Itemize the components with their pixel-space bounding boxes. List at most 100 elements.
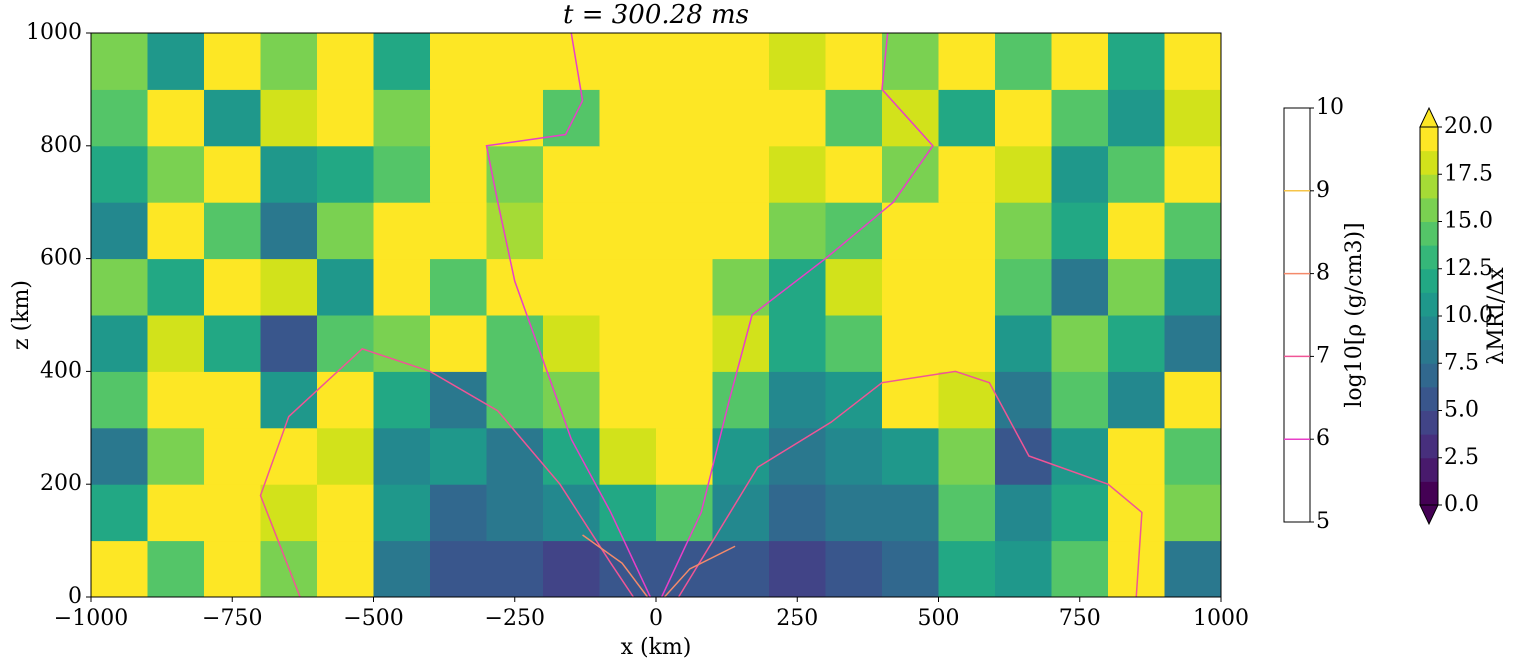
heatmap-cell [995,371,1052,429]
heatmap-cell [260,315,318,372]
contour-bar-tick-label: 8 [1316,261,1330,286]
heatmap-cell [1108,315,1165,372]
contour-bar-label: log10[ρ (g/cm3)] [1342,222,1367,407]
y-tick-label: 600 [40,246,82,271]
heatmap-cell [825,33,883,90]
heatmap-cell [1108,427,1165,485]
heatmap-cell [825,427,883,485]
heatmap-cell [543,540,600,598]
heatmap-cell [712,484,770,542]
heatmap-cell [373,33,431,90]
x-tick-label: 0 [649,606,663,631]
heatmap-cell [1051,145,1109,203]
heatmap-cell [769,145,826,203]
heatmap-cell [1108,371,1165,429]
heatmap-cell [599,315,657,372]
heatmap-cell [373,89,431,147]
colorbar-tick-label: 20.0 [1444,114,1493,139]
heatmap-cell [147,427,205,485]
heatmap-cell [938,89,996,147]
contour-bar-tick-label: 5 [1316,509,1330,534]
contour-line [485,32,652,598]
colorbar-band [1420,221,1438,246]
colorbar-band [1420,481,1438,506]
heatmap-cell [938,258,996,316]
heatmap-cell [1164,202,1222,260]
heatmap-cell [204,484,261,542]
heatmap-cell [91,202,148,260]
heatmap-cell [995,202,1052,260]
y-tick-label: 1000 [26,20,82,45]
heatmap-cell [317,427,374,485]
colorbar-band [1420,339,1438,364]
x-tick-label: −500 [343,606,403,631]
x-tick-label: −250 [485,606,545,631]
heatmap-cell [1051,202,1109,260]
heatmap-cell [373,427,431,485]
x-tick-label: −750 [202,606,262,631]
heatmap-cell [543,202,600,260]
heatmap-cell [769,89,826,147]
heatmap-cell [317,371,374,429]
heatmap-cell [712,145,770,203]
heatmap-cell [430,427,487,485]
heatmap-cell [599,258,657,316]
heatmap-cell [1051,315,1109,372]
y-axis-label: z (km) [9,280,34,350]
heatmap-cell [91,371,148,429]
heatmap-cell [204,427,261,485]
heatmap-cell [599,484,657,542]
heatmap-cell [656,371,713,429]
heatmap-cell [486,89,544,147]
heatmap-cell [204,540,261,598]
heatmap-cell [769,371,826,429]
heatmap-cell [91,258,148,316]
heatmap-cell [882,371,939,429]
heatmap-cell [1108,484,1165,542]
heatmap-cell [882,258,939,316]
heatmap-cell [317,202,374,260]
heatmap-cell [995,89,1052,147]
heatmap-cell [882,540,939,598]
heatmap-cell [260,89,318,147]
heatmap-cell [1051,427,1109,485]
heatmap-cell [938,371,996,429]
colorbar-band [1420,363,1438,388]
heatmap-cell [995,484,1052,542]
colorbar-tick-label: 15.0 [1444,209,1493,234]
colorbar-band [1420,316,1438,341]
heatmap-cell [769,33,826,90]
heatmap-cell [1164,33,1222,90]
heatmap-cell [260,371,318,429]
heatmap-cell [769,315,826,372]
contour-bar-tick-label: 7 [1316,343,1330,368]
heatmap-cell [204,145,261,203]
heatmap-cell [204,315,261,372]
colorbar-tick-label: 17.5 [1444,161,1493,186]
heatmap-cell [769,427,826,485]
heatmap-cell [486,202,544,260]
x-tick-label: 250 [776,606,818,631]
heatmap-cell [1164,258,1222,316]
heatmap-cell [317,89,374,147]
colorbar-band [1420,292,1438,317]
heatmap-cell [486,258,544,316]
heatmap-cell [656,427,713,485]
heatmap-cell [486,427,544,485]
heatmap-cell [712,371,770,429]
colorbar-band [1420,174,1438,199]
heatmap-cell [769,258,826,316]
heatmap-cell [373,484,431,542]
heatmap-cell [543,89,600,147]
heatmap-cell [373,202,431,260]
colorbar-band [1420,127,1438,152]
heatmap-cell [373,258,431,316]
heatmap-cell [938,484,996,542]
heatmap-cell [317,33,374,90]
x-tick-label: 750 [1059,606,1101,631]
heatmap-cell [1051,33,1109,90]
heatmap-cell [1108,202,1165,260]
heatmap-cell [712,258,770,316]
heatmap-cell [712,33,770,90]
